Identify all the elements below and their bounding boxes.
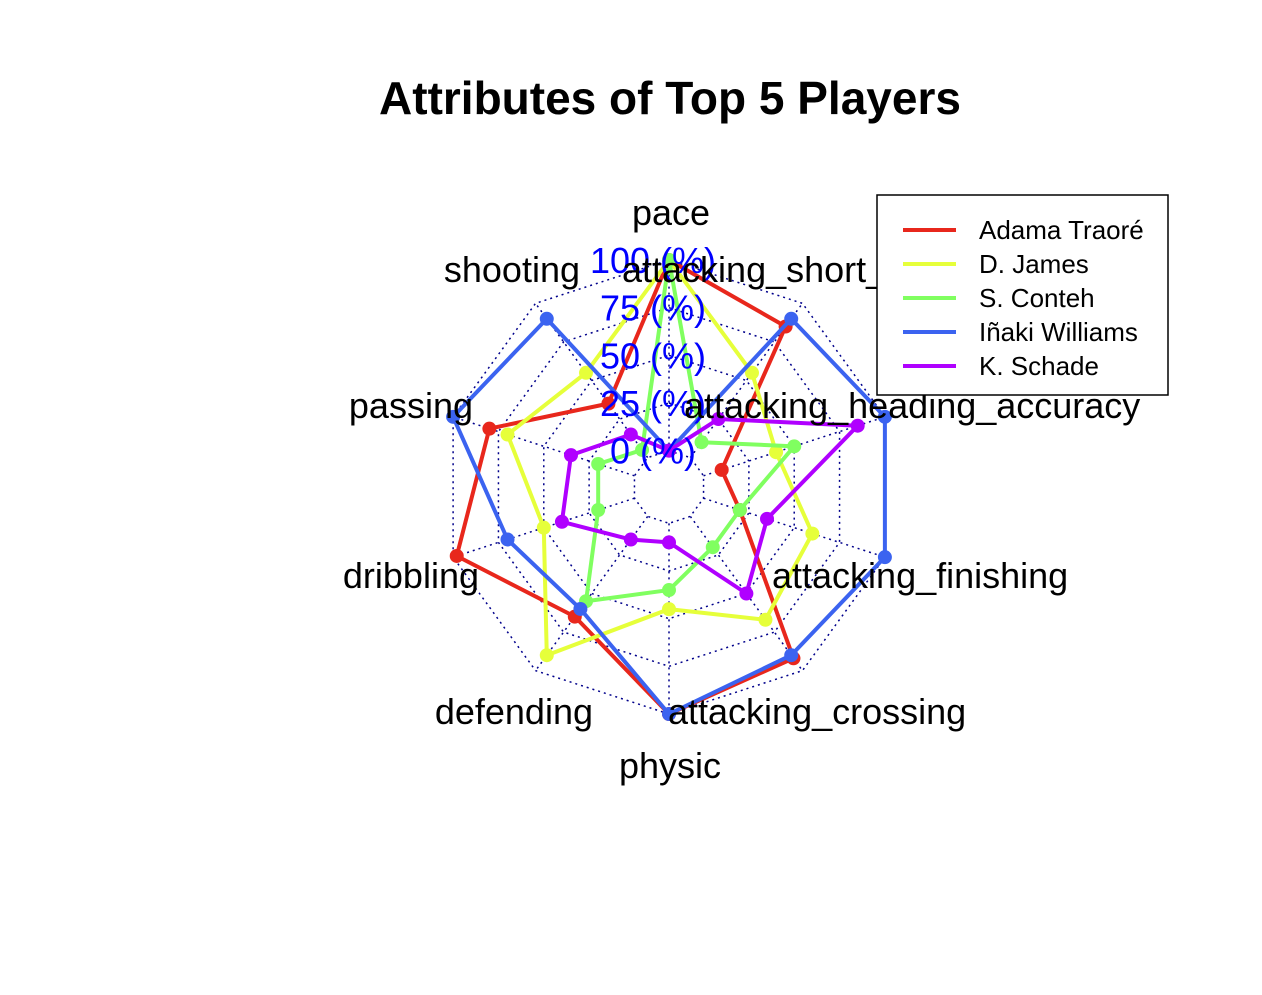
data-point <box>623 427 638 442</box>
tick-label: 25 (%) <box>600 383 706 424</box>
data-point <box>714 462 729 477</box>
tick-label: 100 (%) <box>590 240 716 281</box>
data-point <box>744 365 759 380</box>
grid-spoke <box>703 416 886 477</box>
axis-label: attacking_finishing <box>772 555 1068 596</box>
tick-label: 50 (%) <box>600 335 706 376</box>
data-point <box>662 535 676 550</box>
legend-label: Adama Traoré <box>979 215 1144 245</box>
data-point <box>877 550 892 565</box>
data-point <box>705 540 720 555</box>
data-point <box>662 443 676 458</box>
data-point <box>784 311 799 326</box>
radar-tick-labels: 0 (%) 25 (%) 50 (%) 75 (%) 100 (%) <box>590 240 716 472</box>
data-point <box>536 520 551 535</box>
data-point <box>601 396 616 411</box>
data-point <box>805 526 820 541</box>
legend-label: K. Schade <box>979 351 1099 381</box>
legend-entries: Adama Traoré D. James S. Conteh Iñaki Willi… <box>903 215 1144 381</box>
grid-ring <box>633 449 705 525</box>
axis-label: defending <box>435 691 593 732</box>
radar-series <box>446 253 892 721</box>
data-point <box>662 602 676 617</box>
data-point <box>482 421 497 436</box>
legend-label: D. James <box>979 249 1089 279</box>
data-point <box>573 601 588 616</box>
data-point <box>623 532 638 547</box>
data-point <box>554 514 569 529</box>
axis-label: pace <box>632 192 710 233</box>
data-point <box>739 586 754 601</box>
legend: Adama Traoré D. James S. Conteh Iñaki Willi… <box>876 194 1169 396</box>
data-point <box>769 445 784 460</box>
data-point <box>446 409 461 424</box>
data-point <box>539 648 554 663</box>
data-point <box>591 456 606 471</box>
tick-label: 0 (%) <box>610 431 696 472</box>
data-point <box>500 427 515 442</box>
data-point <box>850 418 865 433</box>
data-point <box>758 612 773 627</box>
grid-ring <box>543 354 795 620</box>
data-point <box>662 253 676 267</box>
data-point <box>579 365 594 380</box>
data-point <box>694 435 709 450</box>
data-point <box>662 583 676 598</box>
axis-label: passing <box>349 385 473 426</box>
data-point <box>635 442 650 457</box>
data-point <box>711 412 726 427</box>
series <box>579 253 802 609</box>
data-point <box>449 548 464 563</box>
series <box>554 412 865 601</box>
data-point <box>732 503 747 518</box>
axis-label: shooting <box>444 249 580 290</box>
data-point <box>563 448 578 463</box>
grid-spoke <box>689 302 804 459</box>
legend-label: Iñaki Williams <box>979 317 1138 347</box>
legend-label: S. Conteh <box>979 283 1095 313</box>
data-point <box>662 707 676 721</box>
radar-axis-labels: paceattacking_short_passingattacking_hea… <box>343 192 1140 786</box>
data-point <box>877 409 892 424</box>
data-point <box>591 503 606 518</box>
data-point <box>760 511 775 526</box>
axis-label: attacking_crossing <box>668 691 966 732</box>
data-point <box>539 311 554 326</box>
data-point <box>784 648 799 663</box>
data-point <box>787 439 802 454</box>
axis-label: physic <box>619 745 721 786</box>
axis-label: dribbling <box>343 555 479 596</box>
tick-label: 75 (%) <box>600 288 706 329</box>
data-point <box>500 532 515 547</box>
chart-title: Attributes of Top 5 Players <box>379 72 961 124</box>
